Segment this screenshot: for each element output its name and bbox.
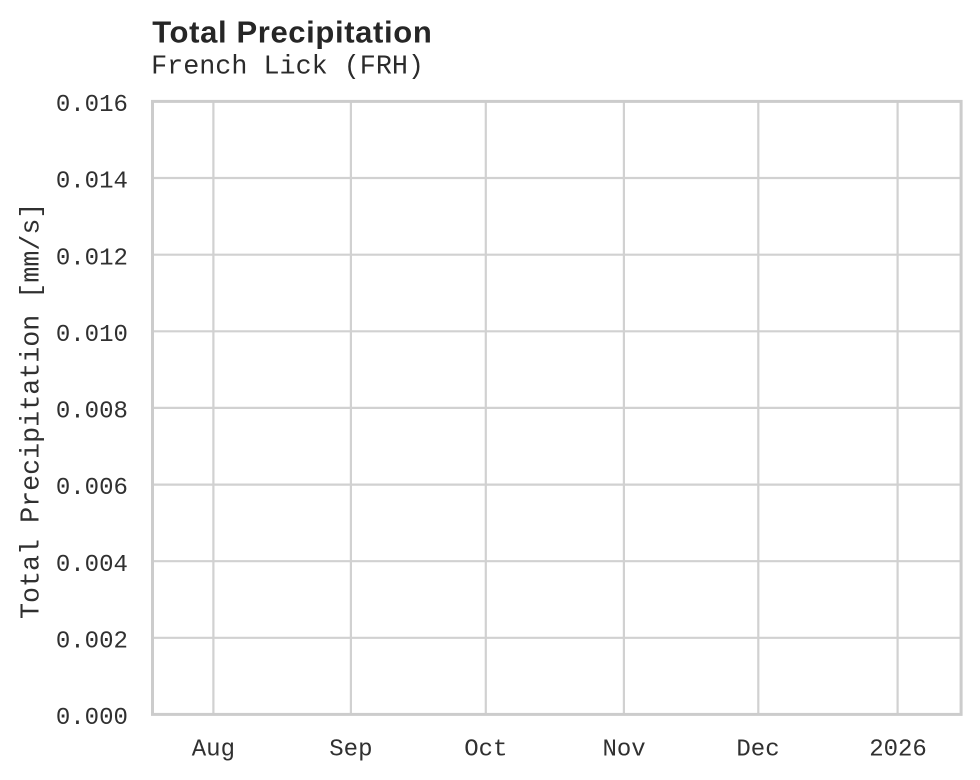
svg-text:Sep: Sep xyxy=(329,736,372,763)
svg-text:Total Precipitation [mm/s]: Total Precipitation [mm/s] xyxy=(17,203,47,619)
svg-text:0.008: 0.008 xyxy=(56,399,128,426)
svg-text:Oct: Oct xyxy=(464,736,507,763)
svg-text:Nov: Nov xyxy=(602,736,645,763)
svg-text:0.000: 0.000 xyxy=(56,705,128,732)
svg-text:0.002: 0.002 xyxy=(56,628,128,655)
svg-text:French Lick (FRH): French Lick (FRH) xyxy=(151,52,424,82)
svg-text:0.010: 0.010 xyxy=(56,322,128,349)
svg-text:Dec: Dec xyxy=(736,736,779,763)
svg-text:2026: 2026 xyxy=(869,736,927,763)
svg-text:0.016: 0.016 xyxy=(56,92,128,119)
svg-text:0.012: 0.012 xyxy=(56,245,128,272)
svg-text:Aug: Aug xyxy=(192,736,235,763)
svg-text:0.004: 0.004 xyxy=(56,552,128,579)
svg-text:Total Precipitation: Total Precipitation xyxy=(152,15,432,50)
svg-text:0.014: 0.014 xyxy=(56,169,128,196)
svg-text:0.006: 0.006 xyxy=(56,475,128,502)
